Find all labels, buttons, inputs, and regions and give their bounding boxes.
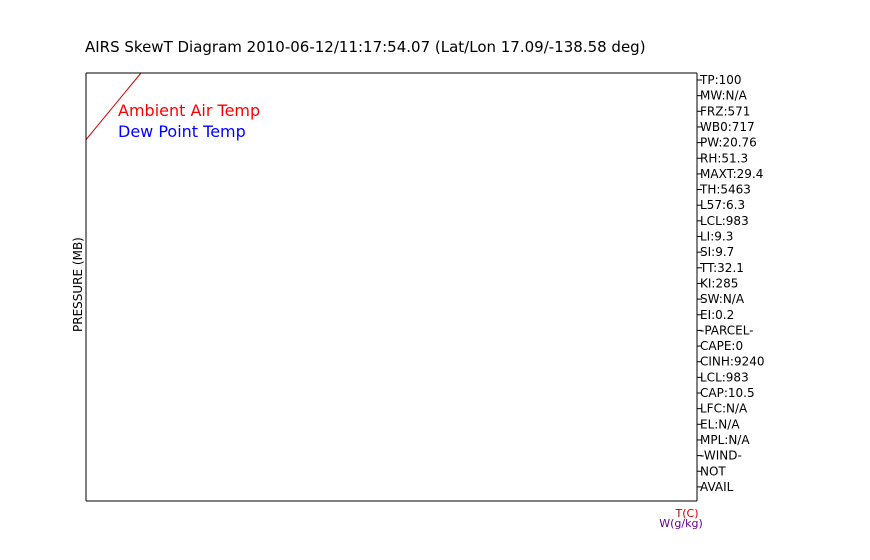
stability-index-label: CAPE:0 <box>700 339 743 353</box>
isotherm-line <box>0 73 75 501</box>
stability-index-label: AVAIL <box>700 480 734 494</box>
stability-index-label: EI:0.2 <box>700 308 734 322</box>
stability-index-label: TP:100 <box>699 73 742 87</box>
legend-dew-point-temp: Dew Point Temp <box>118 122 246 141</box>
label-layer: 1002003004005006007008009001000-120-110-… <box>659 73 765 530</box>
stability-index-label: CAP:10.5 <box>700 386 755 400</box>
stability-index-label: PW:20.76 <box>700 136 757 150</box>
stability-index-label: EL:N/A <box>700 417 740 431</box>
stability-index-label: LCL:983 <box>700 370 749 384</box>
mixing-ratio-unit-label: W(g/kg) <box>659 517 703 530</box>
stability-index-label: LI:9.3 <box>700 230 733 244</box>
stability-index-label: MW:N/A <box>700 89 748 103</box>
stability-index-label: -WIND- <box>700 449 742 463</box>
stability-index-label: SW:N/A <box>700 292 745 306</box>
stability-index-label: MAXT:29.4 <box>700 167 763 181</box>
stability-index-label: TH:5463 <box>699 183 751 197</box>
stability-index-label: SI:9.7 <box>700 245 734 259</box>
y-axis-label: PRESSURE (MB) <box>71 237 85 332</box>
chart-title: AIRS SkewT Diagram 2010-06-12/11:17:54.0… <box>85 38 646 56</box>
legend-ambient-air-temp: Ambient Air Temp <box>118 101 260 120</box>
stability-index-label: LFC:N/A <box>700 402 748 416</box>
temp-unit-label: T(C) <box>675 507 699 520</box>
stability-index-label: L57:6.3 <box>700 198 745 212</box>
stability-index-label: KI:285 <box>700 276 738 290</box>
stability-index-label: CINH:9240 <box>700 355 765 369</box>
isotherm-line <box>0 73 8 501</box>
stability-index-label: LCL:983 <box>700 214 749 228</box>
stability-index-label: WB0:717 <box>700 120 755 134</box>
stability-index-label: -PARCEL- <box>700 323 754 337</box>
stability-index-label: TT:32.1 <box>699 261 744 275</box>
frame-layer <box>85 72 702 502</box>
stability-index-label: FRZ:571 <box>700 104 750 118</box>
stability-index-label: MPL:N/A <box>700 433 750 447</box>
stability-index-label: NOT <box>700 464 726 478</box>
stability-index-label: RH:51.3 <box>700 151 748 165</box>
